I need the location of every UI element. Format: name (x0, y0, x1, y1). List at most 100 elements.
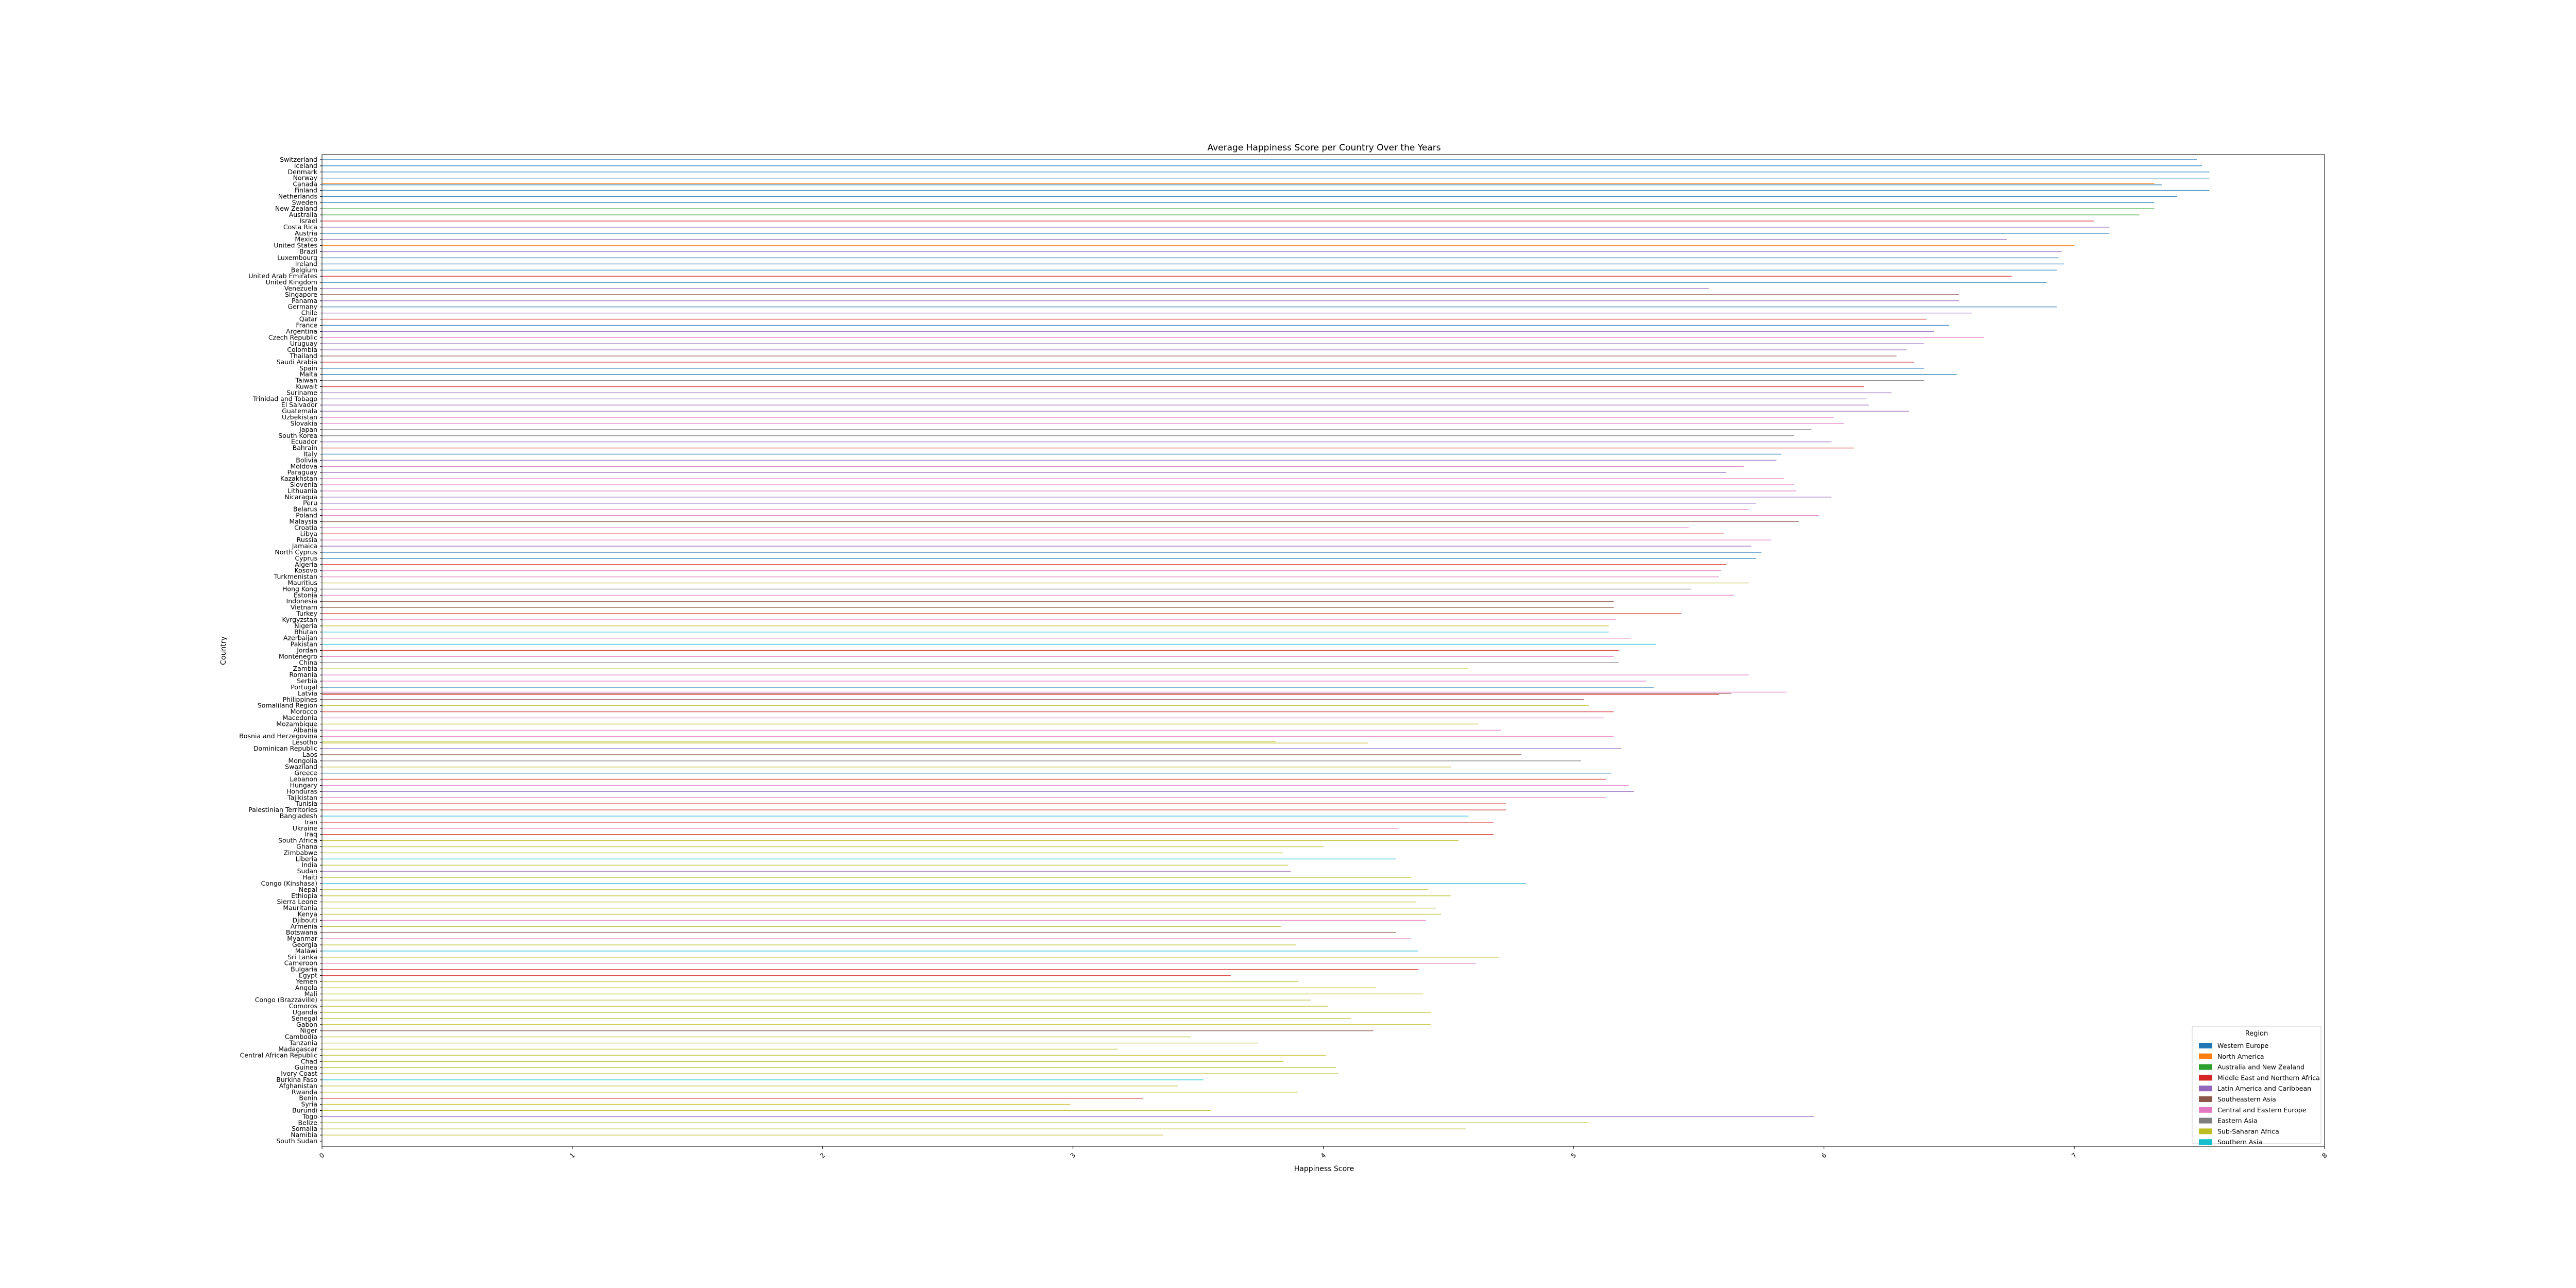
bar (322, 834, 1494, 835)
y-tick-label: Pakistan (291, 640, 317, 648)
y-tick-label: Belarus (293, 505, 317, 513)
bar (322, 625, 1609, 626)
legend-entry: Middle East and Northern Africa (2217, 1074, 2320, 1081)
bar (322, 619, 1616, 620)
bar (322, 865, 1289, 866)
y-tick-label: Liberia (296, 855, 317, 862)
bar (322, 478, 1784, 479)
y-tick-label: United Arab Emirates (248, 272, 317, 280)
y-tick-label: Uganda (293, 1008, 317, 1016)
legend-entry: Southern Asia (2217, 1138, 2262, 1146)
y-tick-label: Hungary (290, 781, 318, 789)
y-tick-labels: SwitzerlandIcelandDenmarkNorwayCanadaFin… (239, 156, 322, 1145)
y-tick-label: Zimbabwe (283, 849, 317, 856)
bar (322, 809, 1506, 810)
y-tick-label: Venezuela (284, 284, 317, 292)
y-tick-label: Georgia (292, 941, 317, 948)
y-tick-label: Paraguay (287, 468, 318, 476)
bar (322, 1061, 1283, 1062)
bar (322, 601, 1614, 602)
bar (322, 1104, 1071, 1105)
bar (322, 564, 1726, 565)
bar (322, 1079, 1204, 1080)
y-tick-label: Syria (301, 1100, 317, 1108)
y-tick-label: Mauritania (283, 904, 317, 912)
y-tick-label: Switzerland (280, 156, 317, 163)
legend-entry: Australia and New Zealand (2217, 1063, 2304, 1071)
plot-frame (321, 154, 2325, 1147)
legend-swatch (2199, 1117, 2212, 1124)
y-tick-label: China (299, 658, 317, 666)
bar (322, 1055, 1326, 1056)
y-tick-label: North Cyprus (275, 548, 317, 556)
y-tick-label: Benin (299, 1094, 317, 1102)
bar (322, 699, 1584, 700)
bar (322, 1018, 1351, 1019)
y-tick-label: Saudi Arabia (277, 358, 317, 366)
y-tick-label: Slovakia (291, 419, 317, 427)
y-tick-label: Chad (301, 1057, 317, 1065)
bar (322, 245, 2075, 246)
y-tick-label: Sierra Leone (277, 898, 318, 906)
bar (322, 694, 1719, 695)
legend-entry: Sub-Saharan Africa (2217, 1127, 2279, 1135)
y-tick-label: Togo (302, 1112, 317, 1120)
x-tick-label: 4 (1319, 1151, 1327, 1159)
bar (322, 460, 1776, 461)
bar (322, 595, 1734, 596)
y-tick-label: Kenya (298, 910, 317, 918)
bar (322, 190, 2210, 191)
bar (322, 730, 1501, 731)
y-tick-label: Belize (298, 1118, 318, 1126)
x-tick-label: 1 (568, 1151, 576, 1160)
y-tick-label: Ireland (295, 260, 317, 267)
bar (322, 202, 2155, 204)
y-tick-label: Kazakhstan (280, 474, 317, 482)
y-tick-label: Zambia (293, 665, 317, 672)
y-tick-label: Bulgaria (291, 965, 317, 973)
legend-swatch (2199, 1064, 2212, 1070)
y-tick-label: Morocco (291, 708, 317, 716)
bar (322, 895, 1451, 896)
x-axis: 0 1 2 3 4 5 6 7 8 (318, 1146, 2329, 1160)
y-tick-label: Guinea (295, 1063, 317, 1071)
y-tick-label: Chile (301, 309, 318, 317)
y-tick-label: Nicaragua (284, 493, 317, 501)
y-tick-label: Swaziland (285, 763, 317, 771)
y-tick-label: Qatar (299, 315, 318, 323)
y-tick-label: Mongolia (288, 757, 317, 765)
y-tick-label: Cambodia (285, 1033, 317, 1041)
y-tick-label: Nepal (299, 886, 317, 893)
legend-swatch (2199, 1139, 2212, 1145)
y-tick-label: Romania (289, 671, 317, 679)
bar (322, 386, 1864, 387)
bar (322, 165, 2202, 166)
y-tick-label: Turkey (296, 609, 317, 617)
y-tick-label: Peru (303, 499, 317, 507)
legend-title: Region (2245, 1030, 2268, 1038)
y-tick-label: Libya (300, 530, 317, 537)
legend-swatch (2199, 1128, 2212, 1134)
legend-entry: Latin America and Caribbean (2217, 1084, 2311, 1092)
y-tick-label: Iceland (294, 162, 317, 170)
bar (322, 349, 1907, 350)
y-tick-label: Nigeria (294, 622, 317, 630)
y-tick-label: Comoros (289, 1002, 317, 1010)
y-tick-label: Greece (295, 769, 318, 777)
bar (322, 429, 1811, 430)
y-tick-label: Mauritius (287, 579, 317, 587)
y-tick-label: Djibouti (293, 916, 317, 924)
y-tick-label: United Kingdom (266, 278, 317, 286)
y-tick-label: Cyprus (295, 554, 317, 562)
y-tick-label: Bhutan (294, 628, 317, 636)
y-tick-label: Tanzania (289, 1039, 317, 1047)
bar (322, 196, 2177, 197)
bar (322, 325, 1950, 326)
bar (322, 643, 1656, 645)
y-tick-label: Tajikistan (287, 793, 317, 801)
y-tick-label: Angola (295, 984, 317, 991)
y-tick-label: Estonia (294, 591, 317, 599)
y-tick-label: Argentina (286, 327, 317, 335)
y-tick-label: Azerbaijan (283, 634, 317, 642)
bar (322, 920, 1426, 921)
